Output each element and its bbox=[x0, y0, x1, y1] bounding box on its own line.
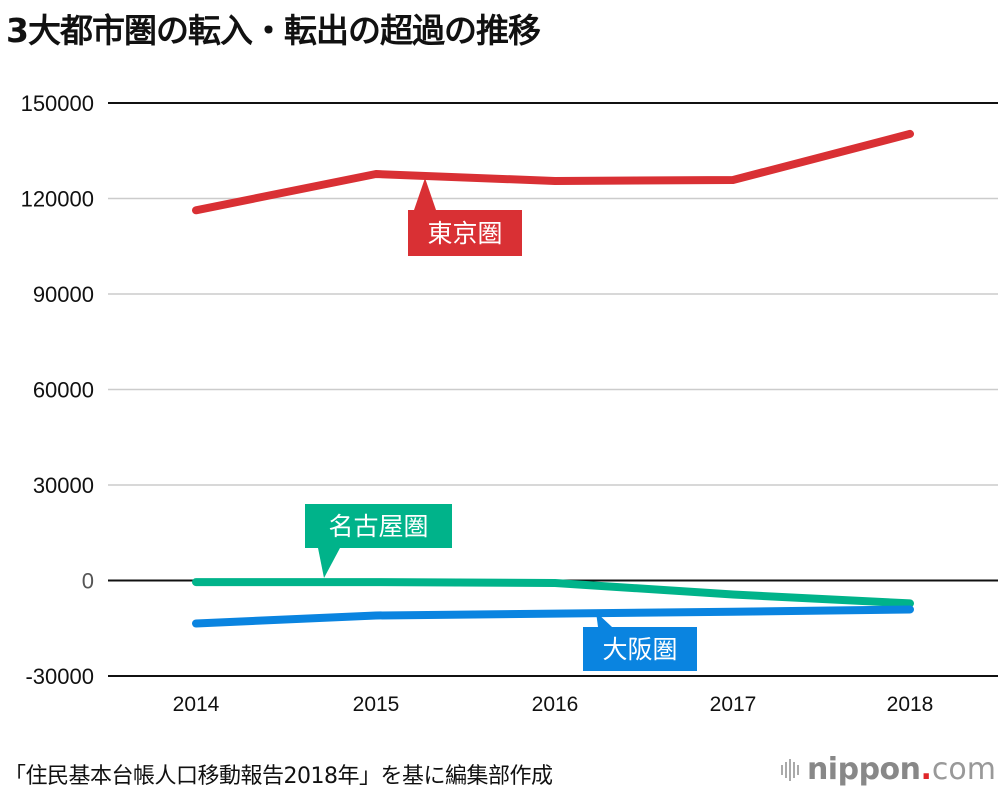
logo-brand: nippon bbox=[806, 752, 921, 787]
series-line-2 bbox=[192, 605, 914, 628]
gridlines bbox=[108, 102, 998, 677]
x-axis-ticks: 2014 2015 2016 2017 2018 bbox=[173, 693, 934, 716]
y-tick-label: 90000 bbox=[33, 282, 94, 307]
callout-2: 大阪圏 bbox=[583, 612, 697, 671]
source-note: 「住民基本台帳人口移動報告2018年」を基に編集部作成 bbox=[4, 764, 553, 789]
series-line-0 bbox=[192, 129, 914, 215]
callout-pointer bbox=[596, 612, 612, 627]
y-axis-ticks: 150000 120000 90000 60000 30000 0 -30000 bbox=[21, 91, 94, 689]
x-tick-label: 2014 bbox=[173, 693, 220, 716]
y-tick-label: 0 bbox=[82, 569, 94, 594]
chart-title: 3大都市圏の転入・転出の超過の推移 bbox=[6, 11, 541, 50]
x-tick-label: 2016 bbox=[532, 693, 579, 716]
callout-pointer bbox=[318, 548, 340, 578]
y-tick-label: 30000 bbox=[33, 473, 94, 498]
callout-box bbox=[583, 627, 697, 671]
y-tick-label: 60000 bbox=[33, 378, 94, 403]
callout-label: 東京圏 bbox=[427, 219, 502, 248]
callout-0: 東京圏 bbox=[408, 178, 522, 256]
callout-label: 名古屋圏 bbox=[328, 512, 428, 541]
y-tick-label: 150000 bbox=[21, 91, 94, 116]
callout-box bbox=[305, 504, 452, 548]
x-tick-label: 2018 bbox=[887, 693, 934, 716]
x-tick-label: 2015 bbox=[353, 693, 400, 716]
x-tick-label: 2017 bbox=[710, 693, 757, 716]
callout-label: 大阪圏 bbox=[602, 635, 677, 664]
callout-1: 名古屋圏 bbox=[305, 504, 452, 578]
callout-pointer bbox=[414, 178, 436, 210]
y-tick-label: 120000 bbox=[21, 187, 94, 212]
logo-tld: com bbox=[931, 752, 996, 787]
callout-box bbox=[408, 210, 522, 256]
y-tick-label: -30000 bbox=[25, 664, 94, 689]
series-line-1 bbox=[192, 578, 914, 608]
series-lines bbox=[192, 129, 914, 628]
nippon-logo: nippon. com bbox=[780, 752, 996, 787]
logo-dot: . bbox=[920, 752, 932, 787]
sound-bars-icon bbox=[780, 758, 799, 781]
